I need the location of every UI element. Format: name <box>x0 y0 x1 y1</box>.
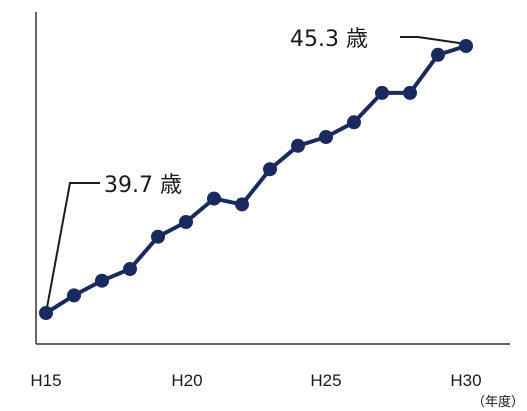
x-axis-unit: （年度） <box>472 394 524 410</box>
x-tick-h30: H30 <box>450 371 481 390</box>
data-point-h24 <box>291 138 305 153</box>
series-group <box>39 39 473 320</box>
data-point-h20 <box>179 215 193 229</box>
annotation-leader-end <box>400 36 467 45</box>
annotation-start-value: 39.7 歳 <box>104 173 182 198</box>
data-point-h27 <box>375 85 389 100</box>
data-point-h17 <box>95 273 109 288</box>
data-point-h16 <box>67 288 81 303</box>
data-point-h25 <box>319 130 333 144</box>
data-point-h19 <box>151 229 165 244</box>
data-point-h28 <box>403 85 417 100</box>
annotation-leader-start <box>45 182 100 314</box>
data-point-h15 <box>39 306 53 320</box>
data-point-h26 <box>347 115 361 130</box>
data-point-h22 <box>235 197 249 212</box>
x-tick-h15: H15 <box>30 371 61 390</box>
x-tick-h25: H25 <box>310 371 341 390</box>
data-point-h18 <box>123 262 137 276</box>
data-point-h30 <box>459 39 473 53</box>
data-point-h29 <box>431 47 445 62</box>
series-line <box>44 44 467 315</box>
x-tick-h20: H20 <box>171 371 202 390</box>
data-point-h23 <box>263 162 277 177</box>
annotation-end-value: 45.3 歳 <box>290 27 368 52</box>
data-point-h21 <box>207 191 221 206</box>
